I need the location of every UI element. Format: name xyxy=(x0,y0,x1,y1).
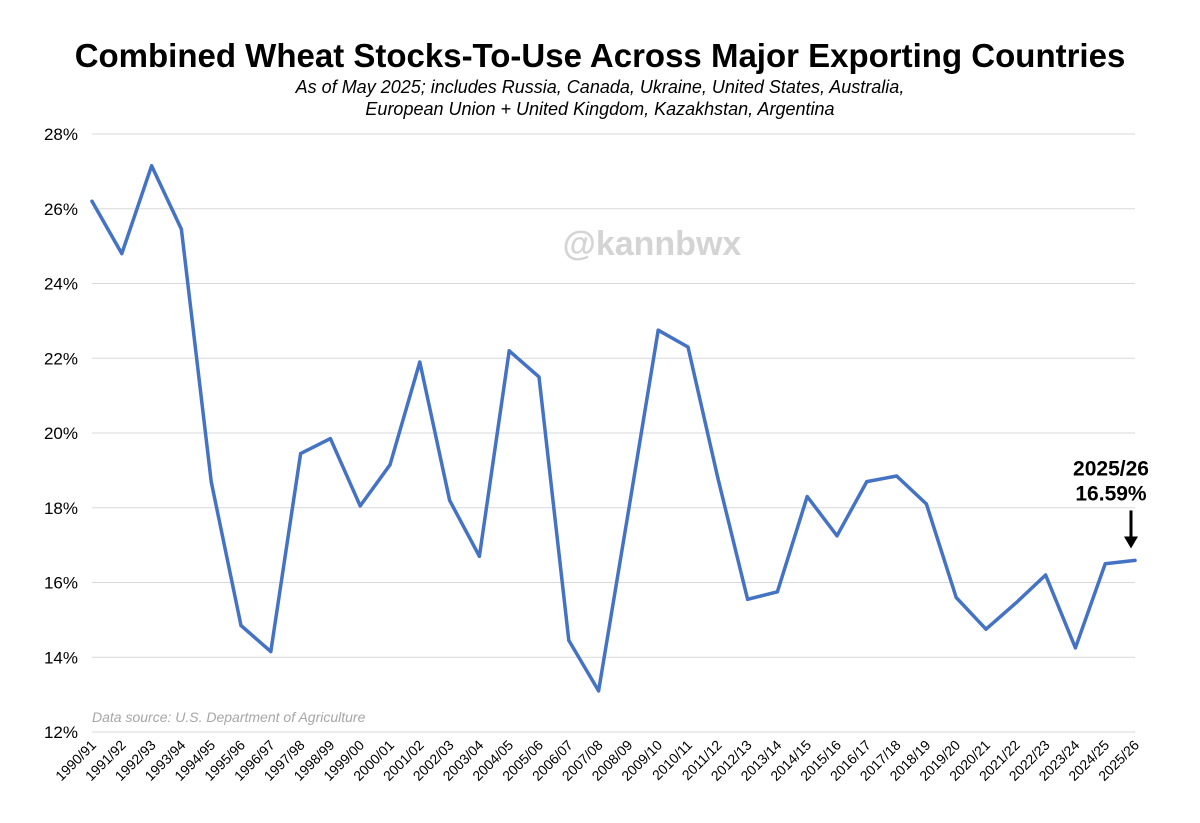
data-point xyxy=(179,227,183,231)
y-tick-label: 20% xyxy=(44,424,78,443)
data-point xyxy=(150,164,154,168)
y-tick-label: 14% xyxy=(44,648,78,667)
x-axis-ticks: 1990/911991/921992/931993/941994/951995/… xyxy=(52,737,1142,784)
annotation-arrow-head xyxy=(1124,536,1138,549)
data-point xyxy=(120,252,124,256)
y-tick-label: 26% xyxy=(44,200,78,219)
data-point xyxy=(269,650,273,654)
data-point xyxy=(299,451,303,456)
y-tick-label: 24% xyxy=(44,275,78,294)
data-point xyxy=(954,595,958,600)
y-axis-ticks: 12% 14% 16% 18% 20% 22% 24% 26% 28% xyxy=(44,125,78,742)
data-point xyxy=(1073,646,1077,650)
data-point xyxy=(90,199,94,203)
y-tick-label: 28% xyxy=(44,125,78,144)
series-layer xyxy=(90,164,1137,693)
chart-subtitle-line-2: European Union + United Kingdom, Kazakhs… xyxy=(365,99,834,119)
annotation-label-year: 2025/26 xyxy=(1073,457,1149,480)
data-point xyxy=(686,345,690,349)
data-point xyxy=(209,479,213,484)
data-point xyxy=(1103,562,1107,566)
data-point xyxy=(358,504,362,508)
series-line xyxy=(90,164,1137,693)
data-point xyxy=(448,498,452,502)
data-point xyxy=(507,349,511,353)
data-point xyxy=(418,360,422,364)
data-point xyxy=(597,689,601,693)
data-point xyxy=(775,590,780,594)
data-point xyxy=(388,463,392,467)
data-point xyxy=(567,638,571,643)
data-point xyxy=(984,627,988,631)
annotation: 2025/26 16.59% xyxy=(1073,457,1149,549)
y-tick-label: 12% xyxy=(44,723,78,742)
annotation-label-value: 16.59% xyxy=(1075,482,1147,505)
data-point xyxy=(1014,601,1018,605)
data-point xyxy=(716,476,720,480)
data-point xyxy=(865,479,869,484)
data-point xyxy=(746,597,750,601)
chart-title: Combined Wheat Stocks-To-Use Across Majo… xyxy=(75,37,1126,74)
gridlines xyxy=(92,133,1135,733)
chart-subtitle-line-1: As of May 2025; includes Russia, Canada,… xyxy=(295,77,905,97)
data-point xyxy=(895,474,899,478)
data-point xyxy=(239,623,243,628)
data-point xyxy=(537,375,541,379)
y-tick-label: 18% xyxy=(44,499,78,518)
y-tick-label: 22% xyxy=(44,349,78,368)
data-point xyxy=(626,509,631,514)
y-tick-label: 16% xyxy=(44,574,78,593)
data-point xyxy=(656,328,660,332)
data-point xyxy=(1044,573,1048,577)
data-point xyxy=(477,554,481,558)
data-point xyxy=(1133,558,1137,563)
data-point xyxy=(328,437,332,441)
watermark: @kannbwx xyxy=(563,225,742,263)
data-point xyxy=(805,494,809,499)
data-point xyxy=(835,534,839,538)
data-point xyxy=(924,502,929,506)
data-source-note: Data source: U.S. Department of Agricult… xyxy=(92,709,366,725)
